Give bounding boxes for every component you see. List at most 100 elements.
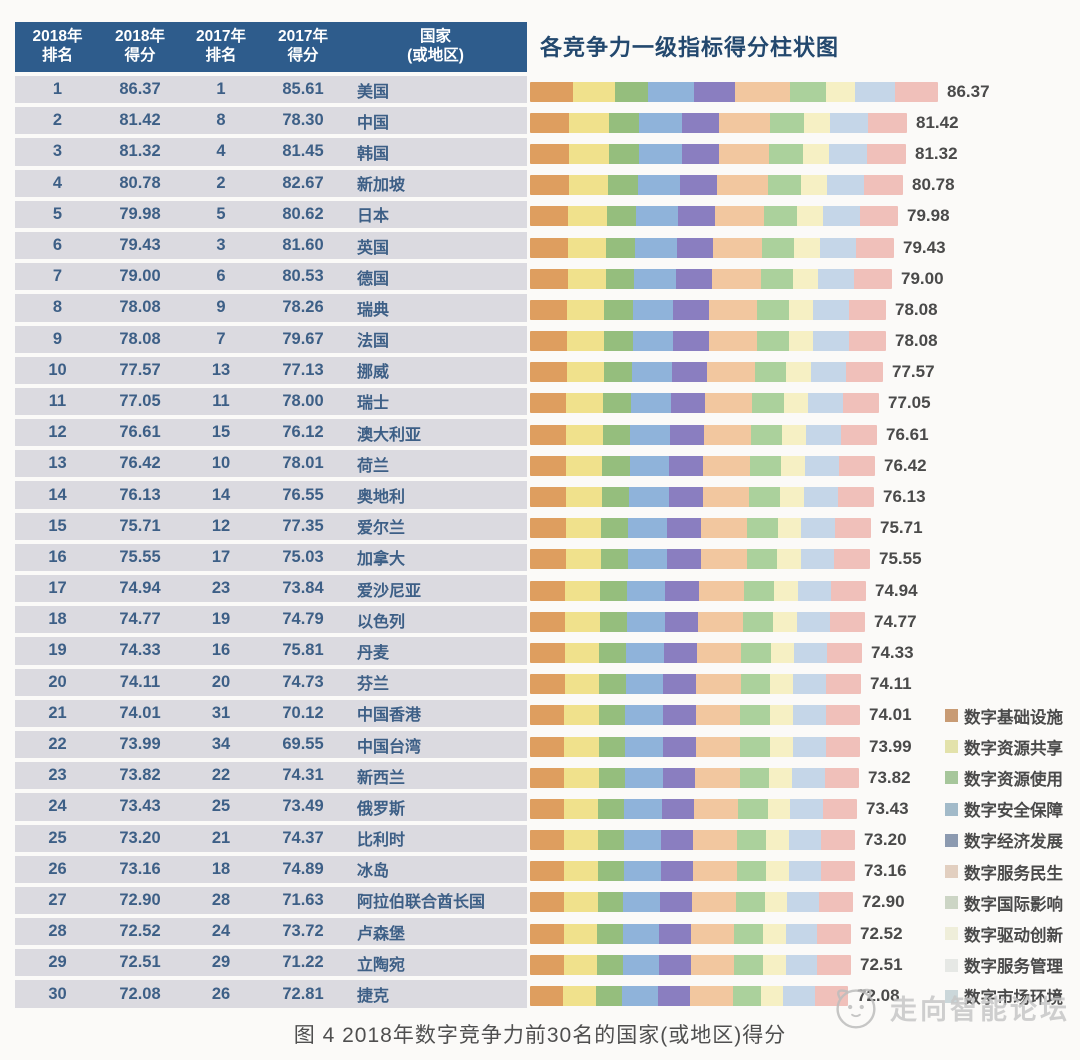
bar-row: 81.32 bbox=[530, 138, 1080, 169]
cell-score-2017: 77.35 bbox=[282, 516, 324, 535]
bar-row: 79.43 bbox=[530, 232, 1080, 263]
table-row: 18 74.77 19 74.79 以色列 bbox=[15, 606, 527, 634]
cell-rank-2018: 11 bbox=[48, 391, 67, 410]
bar-segment-9 bbox=[785, 954, 818, 975]
legend-swatch bbox=[945, 802, 958, 816]
bar-value-label: 79.98 bbox=[907, 206, 950, 226]
bar-segment-4 bbox=[637, 175, 681, 196]
table-row: 28 72.52 24 73.72 卢森堡 bbox=[15, 918, 527, 946]
bar-segment-6 bbox=[692, 892, 736, 913]
bar-row: 74.33 bbox=[530, 637, 1080, 668]
bar-segment-3 bbox=[596, 986, 622, 1007]
bar-segment-10 bbox=[824, 767, 859, 788]
bar-segment-2 bbox=[567, 331, 605, 352]
bar-segment-9 bbox=[788, 861, 822, 882]
bar-segment-5 bbox=[673, 299, 709, 320]
cell-rank-2018: 24 bbox=[48, 797, 67, 816]
bar-segment-8 bbox=[769, 705, 793, 726]
bar-segment-7 bbox=[732, 986, 761, 1007]
bar-segment-1 bbox=[530, 954, 564, 975]
legend-swatch bbox=[945, 833, 958, 847]
bar-segment-6 bbox=[703, 455, 750, 476]
bar-segment-7 bbox=[744, 580, 775, 601]
bar-segment-6 bbox=[719, 112, 771, 133]
bar-segment-1 bbox=[530, 923, 564, 944]
cell-rank-2017: 31 bbox=[211, 703, 231, 722]
bar-segment-3 bbox=[598, 798, 625, 819]
cell-rank-2017: 25 bbox=[211, 797, 231, 816]
bar-segment-5 bbox=[665, 580, 699, 601]
bar-segment-7 bbox=[770, 112, 804, 133]
cell-country: 英国 bbox=[357, 239, 390, 257]
bar-segment-6 bbox=[700, 549, 747, 570]
cell-rank-2018: 7 bbox=[52, 267, 63, 286]
bar-segment-9 bbox=[803, 487, 839, 508]
bar-segment-9 bbox=[829, 143, 867, 164]
bar-segment-9 bbox=[813, 331, 849, 352]
cell-score-2017: 71.63 bbox=[282, 890, 324, 909]
bar-segment-3 bbox=[597, 830, 624, 851]
bar-value-label: 73.82 bbox=[868, 767, 911, 787]
bar-segment-8 bbox=[769, 736, 793, 757]
bar-segment-5 bbox=[667, 549, 701, 570]
stacked-bar-chart: 86.37 81.42 81.32 80.78 79.98 79.43 79.00 78.08… bbox=[530, 76, 1080, 1012]
cell-rank-2017: 20 bbox=[211, 672, 231, 691]
bar-segment-1 bbox=[530, 268, 568, 289]
stacked-bar bbox=[530, 549, 870, 570]
cell-rank-2017: 5 bbox=[216, 204, 226, 223]
table-row: 9 78.08 7 79.67 法国 bbox=[15, 325, 527, 353]
bar-segment-2 bbox=[563, 861, 598, 882]
cell-score-2017: 79.67 bbox=[282, 329, 324, 348]
bar-segment-10 bbox=[817, 954, 851, 975]
bar-segment-10 bbox=[822, 798, 857, 819]
legend-item: 数字市场环境 bbox=[945, 981, 1063, 1012]
bar-segment-8 bbox=[826, 81, 855, 102]
bar-value-label: 75.71 bbox=[880, 518, 923, 538]
legend-swatch bbox=[945, 865, 958, 879]
bar-segment-1 bbox=[530, 798, 565, 819]
stacked-bar bbox=[530, 362, 883, 383]
bar-segment-7 bbox=[769, 143, 804, 164]
bar-segment-6 bbox=[704, 424, 751, 445]
bar-segment-8 bbox=[792, 268, 819, 289]
cell-score-2018: 78.08 bbox=[119, 329, 161, 348]
cell-rank-2017: 3 bbox=[216, 236, 226, 255]
mascot-face-icon bbox=[836, 988, 876, 1029]
table-row: 20 74.11 20 74.73 芬兰 bbox=[15, 668, 527, 696]
bar-segment-3 bbox=[607, 175, 638, 196]
table-row: 3 81.32 4 81.45 韩国 bbox=[15, 138, 527, 166]
bar-segment-7 bbox=[734, 954, 764, 975]
cell-rank-2017: 17 bbox=[211, 547, 231, 566]
bar-segment-3 bbox=[598, 736, 626, 757]
bar-row: 77.05 bbox=[530, 388, 1080, 419]
cell-rank-2018: 26 bbox=[48, 859, 67, 878]
legend-item: 数字资源使用 bbox=[945, 762, 1063, 793]
bar-segment-4 bbox=[638, 143, 682, 164]
cell-country: 奥地利 bbox=[357, 489, 406, 507]
bar-segment-2 bbox=[566, 393, 603, 414]
cell-score-2018: 86.37 bbox=[119, 80, 161, 99]
bar-segment-9 bbox=[804, 455, 839, 476]
bar-segment-3 bbox=[597, 923, 623, 944]
cell-country: 中国 bbox=[357, 114, 390, 132]
table-row: 29 72.51 29 71.22 立陶宛 bbox=[15, 949, 527, 977]
cell-country: 荷兰 bbox=[357, 457, 390, 475]
cell-score-2017: 75.03 bbox=[282, 547, 324, 566]
cell-rank-2018: 28 bbox=[48, 922, 67, 941]
watermark: 走向智能论坛 bbox=[826, 978, 1070, 1036]
bar-segment-8 bbox=[794, 237, 820, 258]
bar-segment-4 bbox=[628, 549, 667, 570]
header-line1: 2018年 bbox=[115, 28, 165, 46]
stacked-bar bbox=[530, 923, 851, 944]
cell-country: 美国 bbox=[357, 83, 390, 101]
stacked-bar bbox=[530, 705, 860, 726]
cell-score-2018: 77.05 bbox=[119, 391, 161, 410]
bar-segment-4 bbox=[630, 424, 670, 445]
cell-country: 比利时 bbox=[357, 832, 406, 850]
bar-segment-1 bbox=[530, 986, 564, 1007]
cell-country: 中国台湾 bbox=[357, 738, 422, 756]
bar-segment-3 bbox=[597, 861, 624, 882]
bar-segment-10 bbox=[867, 112, 907, 133]
cell-score-2018: 74.33 bbox=[119, 641, 161, 660]
cell-rank-2018: 12 bbox=[48, 423, 67, 442]
